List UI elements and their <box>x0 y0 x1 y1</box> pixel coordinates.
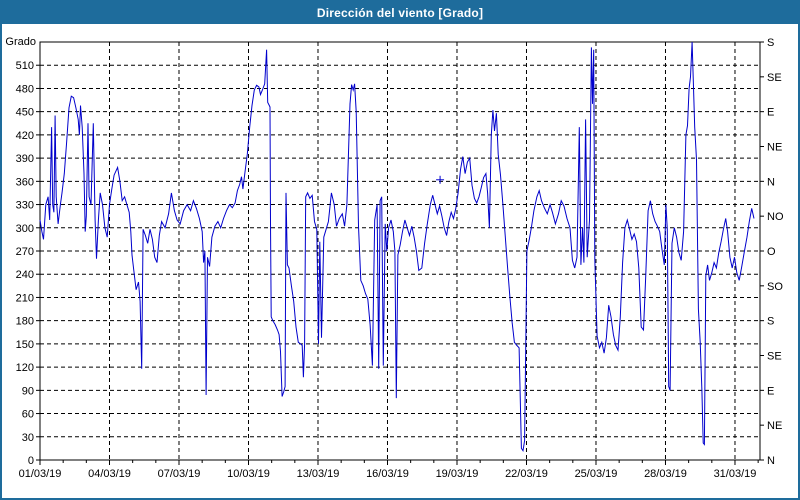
y-right-tick-label: SO <box>767 281 783 293</box>
x-tick-label: 28/03/19 <box>644 468 687 480</box>
chart-area: 0 30 60 90 120 150 180 210 240 270 300 330 360 390 420… <box>2 24 798 498</box>
y-left-tick-label: 300 <box>16 223 34 235</box>
y-right-tick-label: N <box>767 176 775 188</box>
wind-direction-chart: 0 30 60 90 120 150 180 210 240 270 300 330 360 390 420… <box>5 36 784 480</box>
y-left-tick-label: 510 <box>16 60 34 72</box>
x-tick-label: 04/03/19 <box>88 468 131 480</box>
y-right-tick-label: NE <box>767 142 782 154</box>
y-right-tick-label: N <box>767 455 775 467</box>
y-left-tick-label: 240 <box>16 269 34 281</box>
y-right-tick-label: E <box>767 385 774 397</box>
x-tick-label: 25/03/19 <box>575 468 618 480</box>
y-left-tick-label: 60 <box>22 409 34 421</box>
x-tick-label: 19/03/19 <box>436 468 479 480</box>
x-tick-label: 16/03/19 <box>366 468 409 480</box>
y-right-tick-label: SE <box>767 72 782 84</box>
y-right-tick-label: O <box>767 246 776 258</box>
title-bar: Dirección del viento [Grado] <box>2 2 798 24</box>
y-left-tick-label: 270 <box>16 246 34 258</box>
y-left-tick-label: 360 <box>16 176 34 188</box>
x-tick-label: 10/03/19 <box>227 468 270 480</box>
y-left-tick-label: 90 <box>22 385 34 397</box>
x-tick-label: 31/03/19 <box>714 468 757 480</box>
y-right-tick-label: NO <box>767 211 784 223</box>
y-right-tick-label: SE <box>767 351 782 363</box>
y-right-tick-label: S <box>767 316 774 328</box>
y-left-tick-label: 30 <box>22 432 34 444</box>
x-tick-label: 13/03/19 <box>297 468 340 480</box>
x-tick-label: 22/03/19 <box>505 468 548 480</box>
y-left-tick-label: 180 <box>16 316 34 328</box>
y-left-tick-label: 210 <box>16 292 34 304</box>
y-left-tick-label: 120 <box>16 362 34 374</box>
y-left-tick-label: 330 <box>16 200 34 212</box>
y-left-tick-label: 0 <box>28 455 34 467</box>
y-left-tick-label: 150 <box>16 339 34 351</box>
x-tick-label: 07/03/19 <box>158 468 201 480</box>
y-left-axis-caption: Grado <box>5 36 36 48</box>
chart-title: Dirección del viento [Grado] <box>316 6 484 20</box>
y-left-tick-label: 480 <box>16 83 34 95</box>
y-left-tick-label: 420 <box>16 130 34 142</box>
y-right-tick-label: S <box>767 37 774 49</box>
y-right-tick-label: NE <box>767 420 782 432</box>
wind-direction-line <box>39 41 755 453</box>
y-right-tick-label: E <box>767 107 774 119</box>
x-tick-label: 01/03/19 <box>19 468 62 480</box>
y-left-tick-label: 390 <box>16 153 34 165</box>
y-left-tick-label: 450 <box>16 107 34 119</box>
